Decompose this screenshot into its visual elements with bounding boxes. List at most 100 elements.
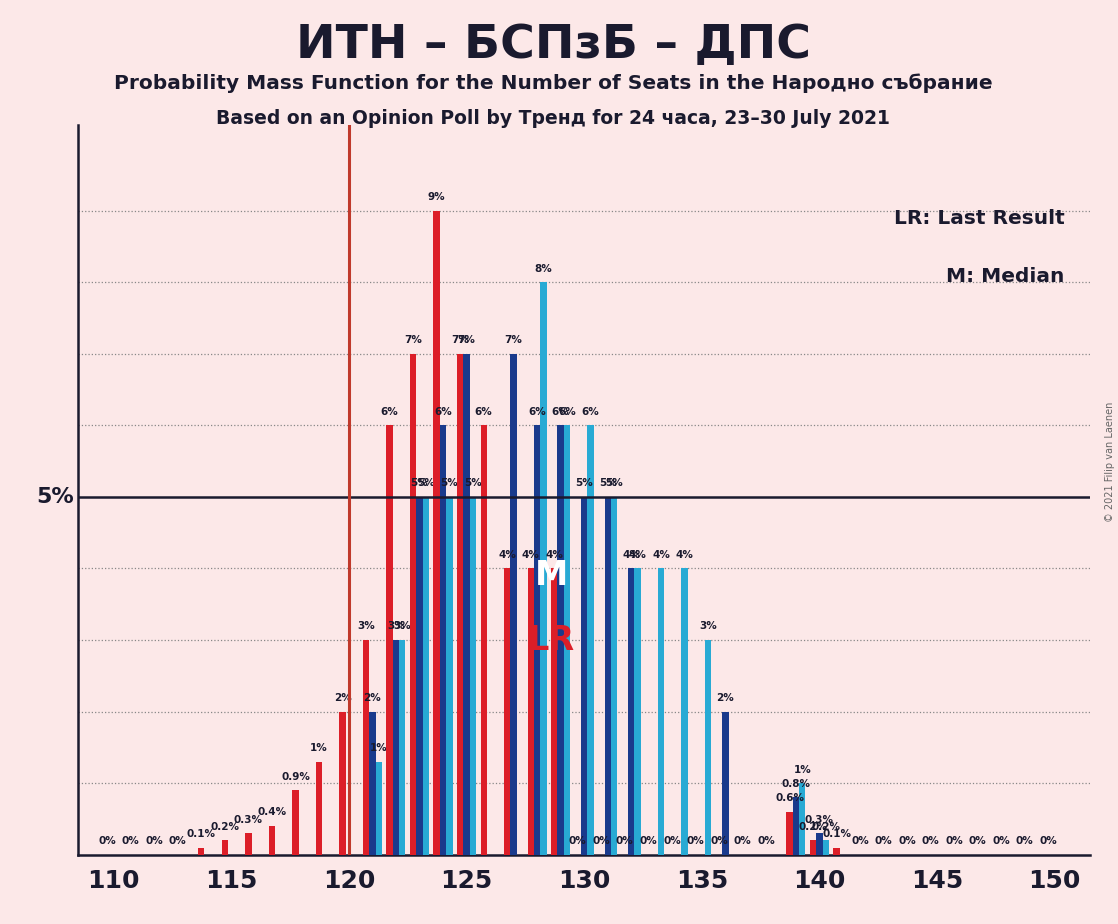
- Text: LR: Last Result: LR: Last Result: [894, 209, 1064, 227]
- Bar: [504, 568, 511, 855]
- Text: 0%: 0%: [122, 836, 140, 846]
- Text: 6%: 6%: [528, 407, 546, 417]
- Text: 4%: 4%: [628, 550, 646, 560]
- Bar: [463, 354, 470, 855]
- Text: 0%: 0%: [593, 836, 610, 846]
- Bar: [410, 354, 416, 855]
- Bar: [786, 812, 793, 855]
- Text: 6%: 6%: [581, 407, 599, 417]
- Text: 3%: 3%: [699, 622, 717, 631]
- Text: Based on an Opinion Poll by Тренд for 24 часа, 23–30 July 2021: Based on an Opinion Poll by Тренд for 24…: [217, 109, 890, 128]
- Text: 6%: 6%: [558, 407, 576, 417]
- Text: 5%: 5%: [605, 479, 623, 488]
- Text: 3%: 3%: [357, 622, 375, 631]
- Text: 4%: 4%: [623, 550, 641, 560]
- Text: 0%: 0%: [757, 836, 775, 846]
- Bar: [315, 761, 322, 855]
- Text: 4%: 4%: [652, 550, 670, 560]
- Text: 0.3%: 0.3%: [805, 815, 834, 824]
- Text: 6%: 6%: [552, 407, 569, 417]
- Text: 5%: 5%: [440, 479, 458, 488]
- Bar: [511, 354, 517, 855]
- Text: 0.4%: 0.4%: [257, 808, 286, 818]
- Bar: [470, 497, 476, 855]
- Bar: [416, 497, 423, 855]
- Text: 0%: 0%: [969, 836, 987, 846]
- Bar: [268, 826, 275, 855]
- Text: 0%: 0%: [710, 836, 728, 846]
- Text: 0%: 0%: [851, 836, 869, 846]
- Text: 0%: 0%: [639, 836, 657, 846]
- Text: 0%: 0%: [98, 836, 116, 846]
- Text: 0%: 0%: [686, 836, 704, 846]
- Bar: [816, 833, 823, 855]
- Text: 5%: 5%: [410, 479, 428, 488]
- Bar: [399, 640, 406, 855]
- Text: 0.2%: 0.2%: [210, 821, 239, 832]
- Text: 1%: 1%: [794, 764, 812, 774]
- Bar: [534, 425, 540, 855]
- Bar: [587, 425, 594, 855]
- Bar: [634, 568, 641, 855]
- Text: LR: LR: [528, 624, 575, 657]
- Bar: [722, 711, 729, 855]
- Bar: [376, 761, 382, 855]
- Bar: [439, 425, 446, 855]
- Bar: [581, 497, 587, 855]
- Bar: [823, 841, 828, 855]
- Bar: [457, 354, 463, 855]
- Bar: [563, 425, 570, 855]
- Text: ИТН – БСПзБ – ДПС: ИТН – БСПзБ – ДПС: [296, 23, 811, 68]
- Bar: [392, 640, 399, 855]
- Bar: [363, 640, 369, 855]
- Text: 3%: 3%: [387, 622, 405, 631]
- Text: 0.1%: 0.1%: [822, 829, 851, 839]
- Text: 5%: 5%: [576, 479, 593, 488]
- Text: 0%: 0%: [922, 836, 939, 846]
- Text: 0.1%: 0.1%: [187, 829, 216, 839]
- Text: 0%: 0%: [1016, 836, 1034, 846]
- Text: 0%: 0%: [569, 836, 587, 846]
- Text: 6%: 6%: [434, 407, 452, 417]
- Bar: [434, 211, 439, 855]
- Text: 0%: 0%: [946, 836, 963, 846]
- Text: 5%: 5%: [599, 479, 616, 488]
- Text: 8%: 8%: [534, 263, 552, 274]
- Bar: [446, 497, 453, 855]
- Text: 0.2%: 0.2%: [812, 821, 841, 832]
- Text: 4%: 4%: [522, 550, 540, 560]
- Text: 0%: 0%: [145, 836, 163, 846]
- Text: Probability Mass Function for the Number of Seats in the Народно събрание: Probability Mass Function for the Number…: [114, 74, 993, 93]
- Text: 1%: 1%: [310, 743, 328, 753]
- Text: 0%: 0%: [1040, 836, 1058, 846]
- Text: 0.8%: 0.8%: [781, 779, 811, 789]
- Bar: [682, 568, 688, 855]
- Text: 0%: 0%: [169, 836, 187, 846]
- Text: 7%: 7%: [457, 335, 475, 346]
- Bar: [387, 425, 392, 855]
- Bar: [198, 847, 205, 855]
- Bar: [528, 568, 534, 855]
- Text: 7%: 7%: [404, 335, 421, 346]
- Text: 0%: 0%: [733, 836, 751, 846]
- Bar: [833, 847, 840, 855]
- Text: 5%: 5%: [417, 479, 435, 488]
- Bar: [245, 833, 252, 855]
- Text: 1%: 1%: [370, 743, 388, 753]
- Text: M: M: [534, 559, 568, 592]
- Bar: [628, 568, 634, 855]
- Text: 0%: 0%: [663, 836, 681, 846]
- Text: 0%: 0%: [874, 836, 892, 846]
- Text: 0.6%: 0.6%: [775, 793, 804, 803]
- Bar: [221, 841, 228, 855]
- Text: 6%: 6%: [475, 407, 493, 417]
- Text: M: Median: M: Median: [946, 267, 1064, 286]
- Bar: [540, 282, 547, 855]
- Bar: [799, 784, 805, 855]
- Text: 0%: 0%: [899, 836, 916, 846]
- Bar: [423, 497, 429, 855]
- Bar: [657, 568, 664, 855]
- Text: 9%: 9%: [428, 192, 445, 202]
- Bar: [605, 497, 610, 855]
- Text: 7%: 7%: [504, 335, 522, 346]
